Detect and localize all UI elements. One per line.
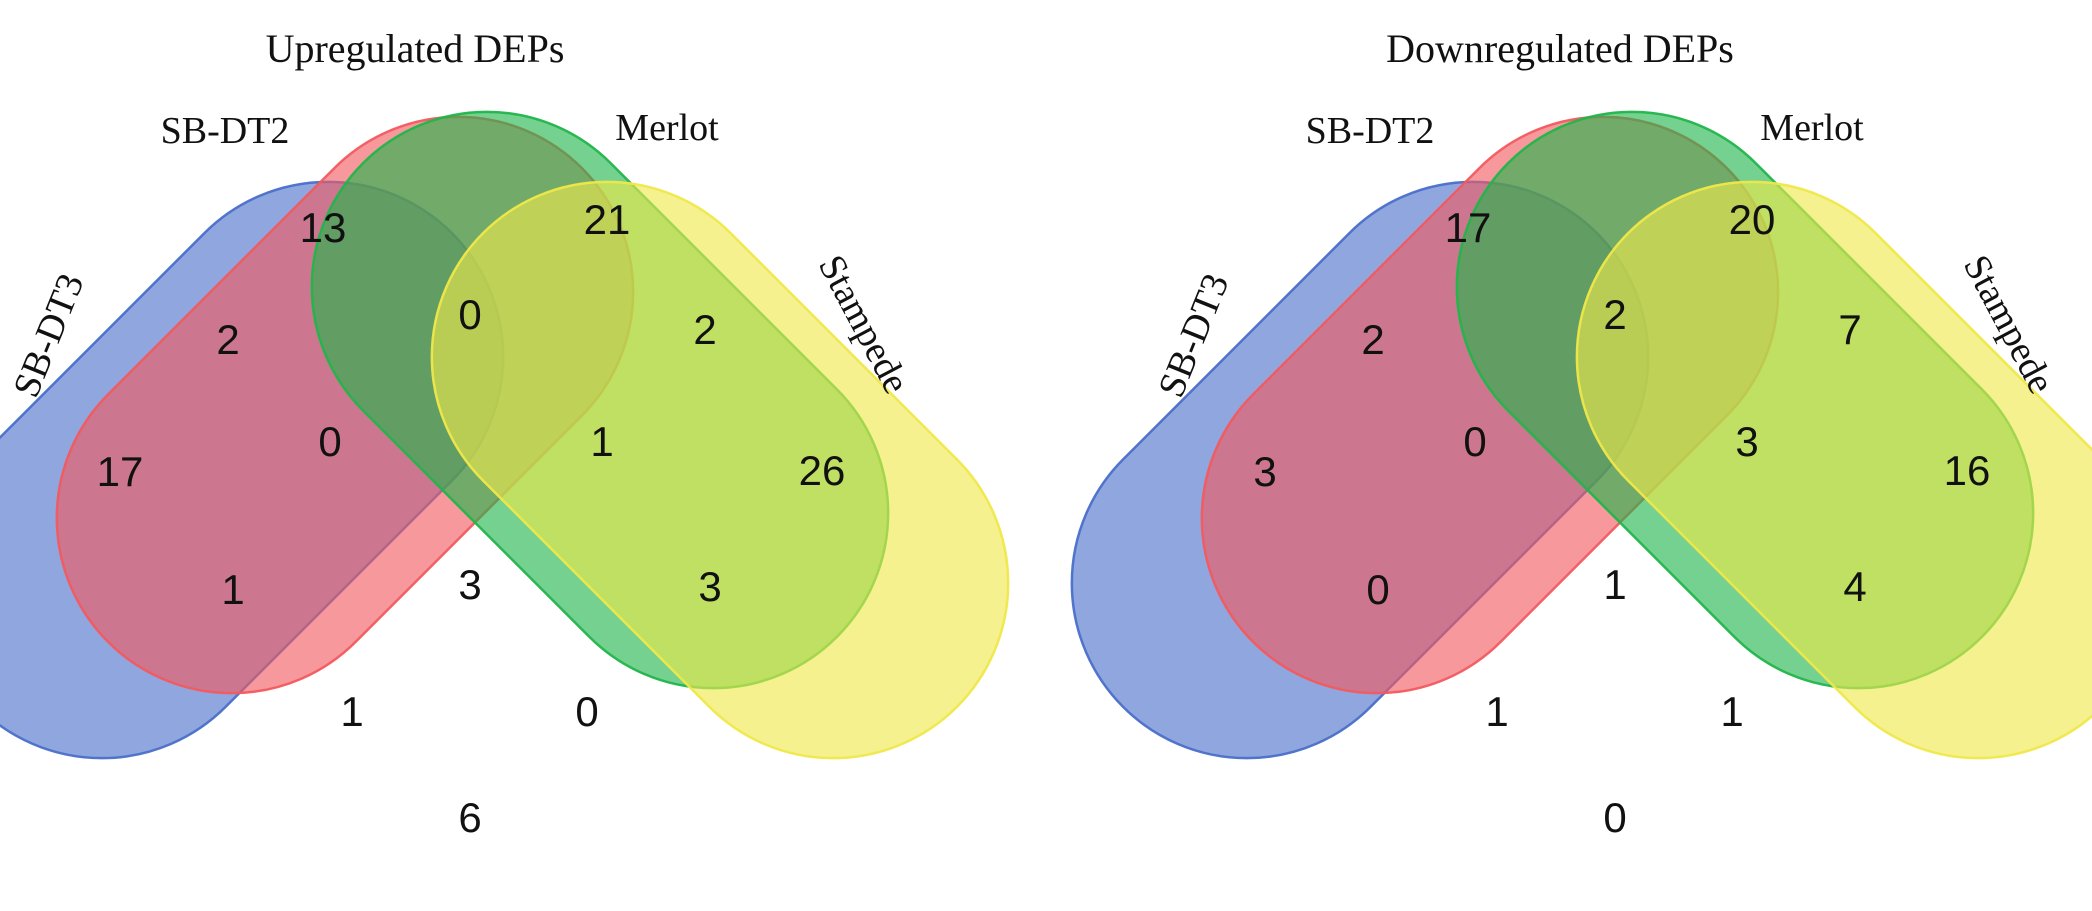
region-count-bcd: 3 [1735, 418, 1758, 465]
region-count-c: 21 [584, 196, 631, 243]
set-shape-stampede [1575, 180, 2092, 760]
set-label-merlot: Merlot [615, 107, 719, 149]
region-count-abcd: 1 [1603, 561, 1626, 608]
region-count-d: 16 [1944, 447, 1991, 494]
region-count-bc: 2 [1603, 291, 1626, 338]
region-count-bc: 0 [458, 291, 481, 338]
set-label-sb-dt2: SB-DT2 [161, 110, 290, 152]
region-count-bd: 4 [1843, 563, 1866, 610]
region-count-ab: 2 [216, 316, 239, 363]
region-count-a: 17 [97, 448, 144, 495]
region-count-cd: 7 [1838, 306, 1861, 353]
region-count-d: 26 [799, 447, 846, 494]
region-count-c: 20 [1729, 196, 1776, 243]
region-count-ad: 6 [458, 794, 481, 841]
region-count-ab: 2 [1361, 316, 1384, 363]
region-count-bd: 3 [698, 563, 721, 610]
set-label-sb-dt2: SB-DT2 [1306, 110, 1435, 152]
region-count-abc: 0 [1463, 418, 1486, 465]
region-count-ac: 0 [1366, 566, 1389, 613]
diagram-title: Downregulated DEPs [1386, 26, 1734, 71]
region-count-acd: 1 [1485, 688, 1508, 735]
region-count-acd: 1 [340, 688, 363, 735]
region-count-abc: 0 [318, 418, 341, 465]
diagram-title: Upregulated DEPs [266, 26, 565, 71]
region-count-ad: 0 [1603, 794, 1626, 841]
region-count-b: 17 [1445, 204, 1492, 251]
region-count-a: 3 [1253, 448, 1276, 495]
region-count-bcd: 1 [590, 418, 613, 465]
region-count-ac: 1 [221, 566, 244, 613]
region-count-abd: 0 [575, 688, 598, 735]
set-shape-stampede [430, 180, 1010, 760]
region-count-b: 13 [300, 204, 347, 251]
region-count-abd: 1 [1720, 688, 1743, 735]
set-label-merlot: Merlot [1760, 107, 1864, 149]
region-count-abcd: 3 [458, 561, 481, 608]
region-count-cd: 2 [693, 306, 716, 353]
